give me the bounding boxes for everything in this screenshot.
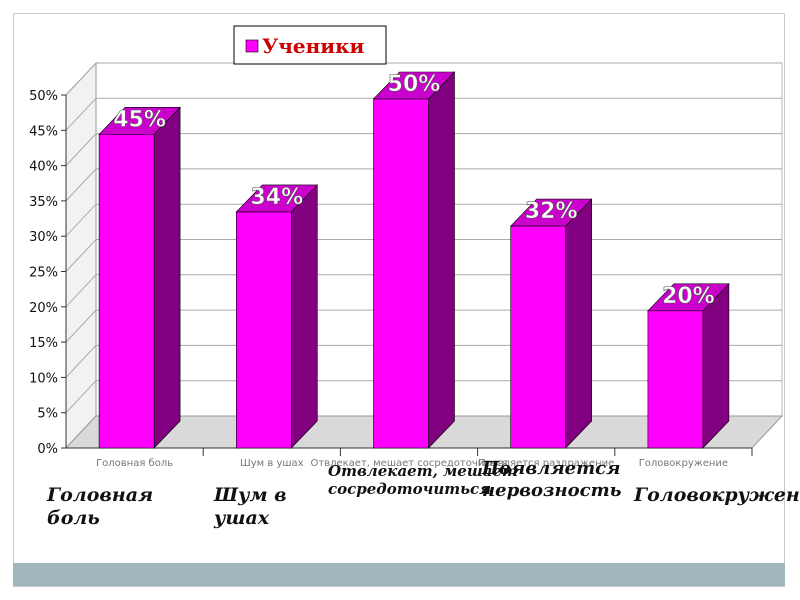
bar-front [647,310,704,449]
x-tick-label: Отвлекает, мешает сосредоточиться [311,458,508,469]
bar-side [153,106,181,449]
y-tick-label: 20% [29,301,58,316]
x-tick-label: Головная боль [96,458,173,469]
y-tick-label: 10% [29,371,58,386]
bar-front [236,211,292,449]
bar [372,71,456,449]
legend-swatch [245,39,259,53]
bar-side [290,184,318,449]
y-tick-label: 50% [29,89,58,104]
annotation-nervousness: Появляется нервозность [482,458,622,501]
bar-front [98,134,155,449]
bar [98,106,181,449]
y-tick-label: 15% [29,336,58,351]
annotation-headache: Головная боль [47,484,154,529]
annotation-distraction: Отвлекает, мешает сосредоточиться [328,462,518,498]
gridline [65,133,782,166]
x-tick-label: Шум в ушах [240,458,304,469]
bar-value-label: 45% [113,107,166,132]
y-tick-label: 25% [29,266,58,281]
bar-front [510,225,567,449]
annotation-dizziness: Головокружение [634,484,800,506]
y-tick-label: 35% [29,195,58,210]
y-tick-label: 5% [37,407,58,422]
slide-bottom-bar [13,563,785,586]
gridline [65,168,782,202]
bar-side [428,71,455,449]
bar [509,198,593,449]
gridline [65,62,782,96]
bar-value-label: 20% [662,284,715,309]
x-tick-label: Головокружение [639,458,728,469]
legend-label: Ученики [262,34,365,58]
bar-value-label: 50% [388,72,441,97]
bar-value-label: 34% [250,185,303,210]
gridline [65,97,782,131]
x-tick-label: Появляется раздражение [478,458,614,469]
bar-value-label: 32% [525,199,578,224]
legend: Ученики [233,25,387,65]
annotation-tinnitus: Шум в ушах [214,484,287,529]
y-tick-label: 45% [29,124,58,139]
y-tick-label: 40% [29,160,58,175]
bar [235,184,319,449]
bar-side [565,198,593,449]
bar-front [373,98,429,449]
legend-box [233,25,387,65]
bar [647,283,730,449]
y-tick-label: 0% [37,442,58,457]
y-tick-label: 30% [29,230,58,245]
